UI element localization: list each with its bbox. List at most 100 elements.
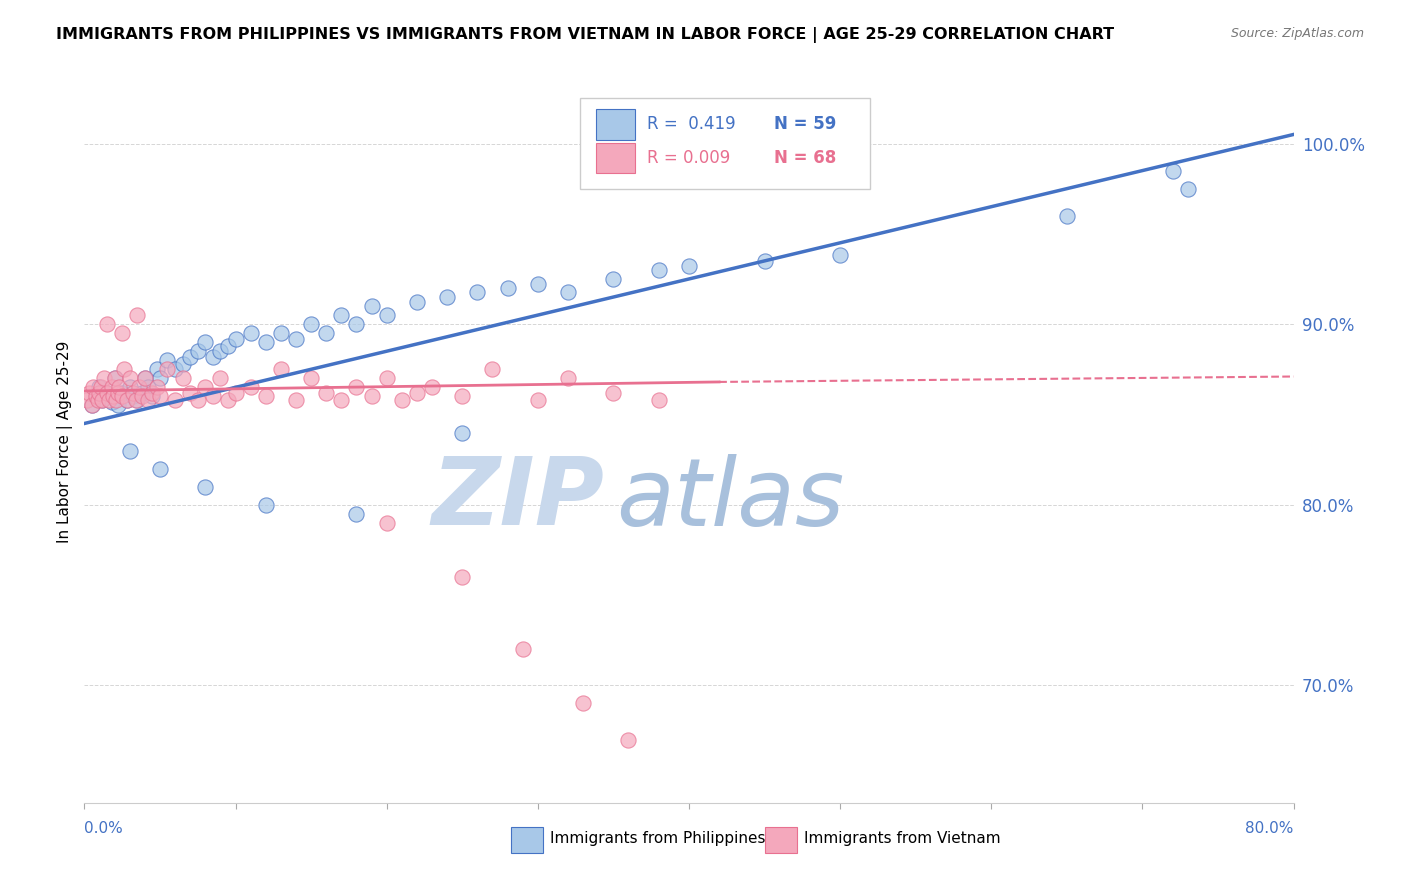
Point: [111, 385, 134, 400]
Point: [149, 389, 172, 403]
Point: [115, 392, 138, 407]
Point: [112, 362, 135, 376]
Point: [451, 425, 474, 440]
Text: Immigrants from Philippines: Immigrants from Philippines: [550, 831, 765, 847]
Point: [104, 371, 127, 385]
Point: [1177, 181, 1199, 195]
Point: [105, 392, 128, 407]
Point: [217, 392, 239, 407]
Point: [225, 332, 247, 346]
Point: [141, 389, 163, 403]
Point: [239, 326, 262, 340]
Point: [201, 389, 224, 403]
Point: [76, 392, 98, 407]
Point: [360, 389, 382, 403]
Point: [179, 385, 201, 400]
Point: [141, 385, 163, 400]
Point: [96, 385, 118, 400]
Point: [201, 350, 224, 364]
Point: [136, 392, 159, 407]
Text: atlas: atlas: [616, 454, 845, 545]
Text: ZIP: ZIP: [432, 453, 605, 545]
Point: [678, 260, 700, 274]
Point: [149, 461, 172, 475]
Point: [104, 371, 127, 385]
Point: [375, 371, 398, 385]
Point: [239, 380, 262, 394]
Text: 80.0%: 80.0%: [1246, 822, 1294, 837]
Point: [187, 392, 209, 407]
Point: [131, 385, 153, 400]
Point: [285, 392, 308, 407]
Point: [299, 317, 322, 331]
Point: [217, 339, 239, 353]
Point: [134, 371, 156, 385]
Point: [194, 335, 217, 350]
Text: R = 0.009: R = 0.009: [647, 149, 730, 168]
Point: [481, 362, 503, 376]
Point: [90, 380, 112, 394]
Point: [406, 295, 429, 310]
Point: [346, 317, 368, 331]
FancyBboxPatch shape: [581, 98, 870, 189]
Point: [330, 308, 353, 322]
Point: [121, 389, 143, 403]
Point: [254, 498, 277, 512]
Point: [136, 380, 159, 394]
Point: [91, 392, 114, 407]
Point: [118, 371, 141, 385]
Point: [315, 385, 337, 400]
Point: [617, 732, 640, 747]
Point: [101, 389, 124, 403]
Point: [375, 516, 398, 530]
Point: [125, 392, 148, 407]
Point: [209, 344, 232, 359]
Point: [146, 362, 169, 376]
Point: [80, 398, 103, 412]
Point: [172, 371, 194, 385]
Point: [128, 380, 150, 394]
Point: [118, 443, 141, 458]
Point: [100, 394, 122, 409]
Point: [146, 380, 169, 394]
Point: [315, 326, 337, 340]
Text: R =  0.419: R = 0.419: [647, 115, 735, 133]
Point: [149, 371, 172, 385]
Text: 0.0%: 0.0%: [84, 822, 124, 837]
Point: [111, 326, 134, 340]
Text: Immigrants from Vietnam: Immigrants from Vietnam: [804, 831, 1001, 847]
Point: [131, 389, 153, 403]
FancyBboxPatch shape: [596, 143, 634, 173]
Point: [107, 398, 129, 412]
Point: [111, 389, 134, 403]
Point: [648, 263, 671, 277]
FancyBboxPatch shape: [765, 827, 797, 853]
Point: [209, 371, 232, 385]
Point: [156, 353, 179, 368]
Point: [360, 299, 382, 313]
Point: [254, 335, 277, 350]
Point: [179, 350, 201, 364]
Point: [451, 570, 474, 584]
Point: [100, 380, 122, 394]
Text: N = 68: N = 68: [773, 149, 835, 168]
Point: [420, 380, 443, 394]
Point: [830, 248, 852, 262]
Point: [496, 281, 519, 295]
Point: [97, 392, 120, 407]
Point: [127, 392, 149, 407]
Point: [127, 308, 149, 322]
Point: [121, 385, 143, 400]
Point: [165, 362, 187, 376]
Point: [572, 697, 595, 711]
Point: [754, 253, 776, 268]
Point: [391, 392, 413, 407]
Point: [93, 371, 115, 385]
Point: [602, 385, 624, 400]
Point: [156, 362, 179, 376]
Point: [187, 344, 209, 359]
Point: [346, 507, 368, 521]
Point: [299, 371, 322, 385]
Point: [270, 326, 292, 340]
Text: IMMIGRANTS FROM PHILIPPINES VS IMMIGRANTS FROM VIETNAM IN LABOR FORCE | AGE 25-2: IMMIGRANTS FROM PHILIPPINES VS IMMIGRANT…: [56, 27, 1115, 43]
